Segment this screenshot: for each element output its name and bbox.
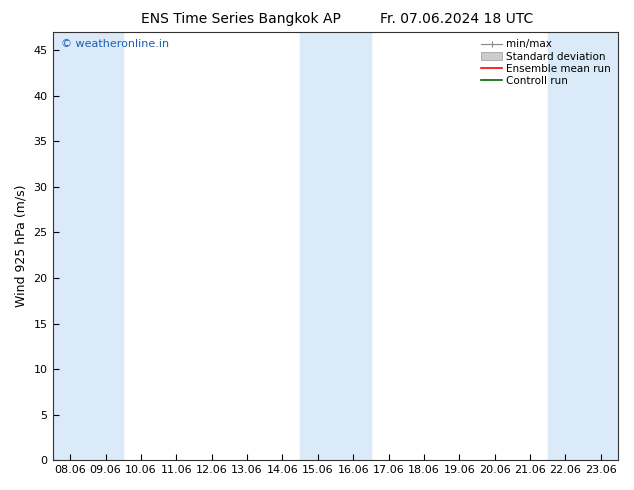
- Text: Fr. 07.06.2024 18 UTC: Fr. 07.06.2024 18 UTC: [380, 12, 533, 26]
- Text: © weatheronline.in: © weatheronline.in: [61, 39, 169, 49]
- Legend: min/max, Standard deviation, Ensemble mean run, Controll run: min/max, Standard deviation, Ensemble me…: [479, 37, 613, 88]
- Y-axis label: Wind 925 hPa (m/s): Wind 925 hPa (m/s): [15, 185, 28, 307]
- Text: ENS Time Series Bangkok AP: ENS Time Series Bangkok AP: [141, 12, 341, 26]
- Bar: [53, 32, 123, 460]
- Bar: [300, 32, 371, 460]
- Bar: [548, 32, 619, 460]
